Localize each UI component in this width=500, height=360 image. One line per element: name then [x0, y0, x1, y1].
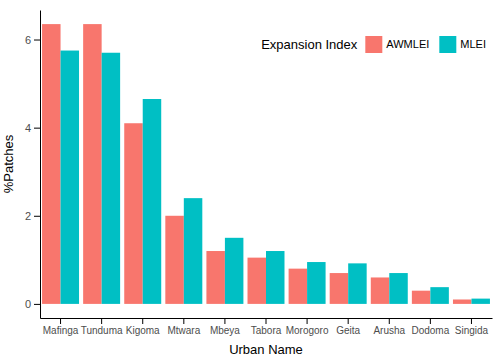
x-tick: Arusha: [373, 318, 405, 336]
x-tick-mark: [471, 318, 472, 324]
legend: Expansion Index AWMLEI MLEI: [261, 36, 486, 53]
x-tick: Tabora: [251, 318, 282, 336]
bar: [289, 269, 307, 304]
y-tick-mark: [34, 128, 40, 129]
x-tick-mark: [348, 318, 349, 324]
x-axis-title: Urban Name: [229, 342, 303, 357]
bar: [143, 99, 161, 304]
x-tick-label: Mbeya: [210, 325, 240, 336]
bar: [225, 238, 243, 304]
bar: [206, 251, 224, 304]
bars: [42, 24, 490, 304]
x-tick: Mtwara: [167, 318, 200, 336]
x-tick-mark: [430, 318, 431, 324]
x-tick-label: Mafinga: [43, 325, 79, 336]
x-tick-label: Tunduma: [81, 325, 123, 336]
bar: [430, 287, 448, 304]
x-tick-mark: [183, 318, 184, 324]
y-tick-label: 2: [25, 210, 31, 222]
x-tick: Dodoma: [411, 318, 449, 336]
bar: [124, 123, 142, 304]
x-tick: Kigoma: [126, 318, 160, 336]
y-tick: 4: [25, 122, 40, 134]
x-tick-label: Arusha: [373, 325, 405, 336]
y-axis-title: %Patches: [1, 134, 16, 193]
y-tick-mark: [34, 304, 40, 305]
bar: [307, 262, 325, 304]
x-tick: Tunduma: [81, 318, 123, 336]
bar: [248, 258, 266, 304]
bar: [348, 263, 366, 304]
x-axis: MafingaTundumaKigoma Mtwara Mbeya Tabora Mor…: [41, 318, 493, 336]
x-tick-mark: [307, 318, 308, 324]
bar: [471, 299, 489, 304]
bar: [389, 273, 407, 304]
x-tick-label: Dodoma: [411, 325, 449, 336]
x-tick-mark: [60, 318, 61, 324]
bar: [266, 251, 284, 304]
bar: [102, 53, 120, 304]
x-tick-label: Tabora: [251, 325, 282, 336]
y-tick: 6: [25, 34, 40, 46]
x-tick-label: Singida: [455, 325, 489, 336]
legend-swatch: [439, 36, 456, 53]
y-tick-mark: [34, 40, 40, 41]
bar: [61, 51, 79, 304]
y-tick-mark: [34, 216, 40, 217]
plot: 0 2 4 6 MafingaTundumaKigoma Mtwara Mbeya Tabor…: [25, 11, 493, 337]
chart: 0 2 4 6 MafingaTundumaKigoma Mtwara Mbeya Tabor…: [0, 0, 500, 360]
x-tick: Geita: [336, 318, 360, 336]
x-tick-label: Kigoma: [126, 325, 160, 336]
bar: [42, 24, 60, 304]
x-tick-label: Mtwara: [167, 325, 200, 336]
x-tick-label: Morogoro: [286, 325, 329, 336]
bar: [412, 291, 430, 304]
x-tick: Mafinga: [43, 318, 79, 336]
x-tick-label: Geita: [336, 325, 360, 336]
x-tick-mark: [389, 318, 390, 324]
y-tick-label: 6: [25, 34, 31, 46]
x-tick: Mbeya: [210, 318, 240, 336]
bar: [330, 273, 348, 304]
x-tick-mark: [101, 318, 102, 324]
legend-title: Expansion Index: [261, 37, 358, 52]
legend-label: MLEI: [460, 38, 486, 50]
bar: [371, 277, 389, 303]
y-axis-line: [40, 11, 41, 319]
bar: [83, 24, 101, 304]
x-tick-mark: [224, 318, 225, 324]
bar: [453, 299, 471, 303]
legend-swatch: [365, 36, 382, 53]
y-tick: 2: [25, 210, 40, 222]
x-tick: Singida: [455, 318, 489, 336]
y-tick-label: 0: [25, 298, 31, 310]
bar: [184, 198, 202, 304]
legend-label: AWMLEI: [386, 38, 429, 50]
y-tick-label: 4: [25, 122, 31, 134]
y-axis: 0 2 4 6: [25, 11, 41, 319]
x-tick-mark: [142, 318, 143, 324]
x-tick-mark: [266, 318, 267, 324]
bar: [165, 216, 183, 304]
y-tick: 0: [25, 298, 40, 310]
x-tick: Morogoro: [286, 318, 329, 336]
